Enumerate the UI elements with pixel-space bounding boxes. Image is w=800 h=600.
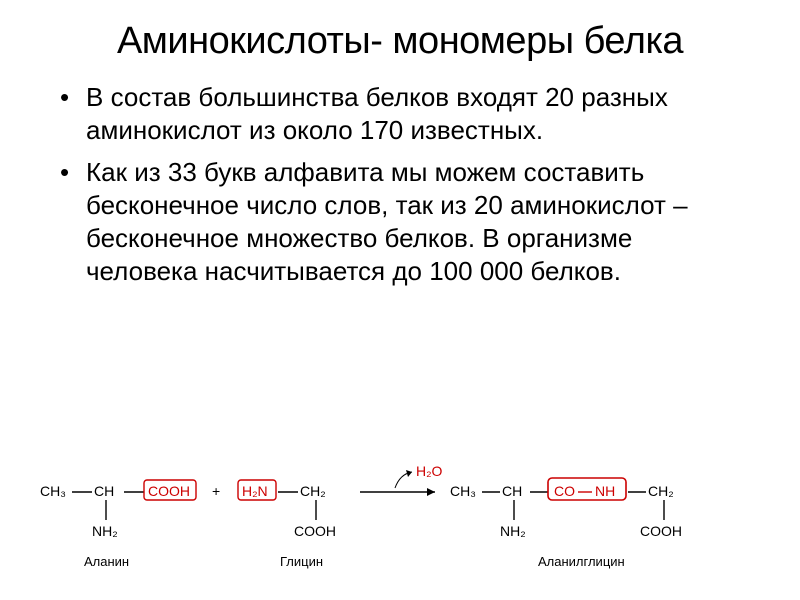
molecule-label: Аланин — [84, 554, 129, 569]
atom-ch3: CH₃ — [450, 483, 476, 499]
molecule-alanylglycine: CH₃ CH CO NH CH₂ NH₂ COOH Аланилглицин — [450, 478, 682, 569]
molecule-alanine: CH₃ CH COOH NH₂ Аланин — [40, 480, 196, 569]
atom-ch: CH — [502, 483, 522, 499]
atom-nh: NH — [595, 483, 615, 499]
atom-h2n: H₂N — [242, 483, 268, 499]
plus-sign: + — [212, 483, 220, 499]
molecule-glycine: H₂N CH₂ COOH Глицин — [238, 480, 336, 569]
atom-cooh: COOH — [640, 523, 682, 539]
atom-cooh: COOH — [294, 523, 336, 539]
water-label: H₂O — [416, 466, 443, 479]
reaction-arrow: H₂O — [360, 466, 443, 496]
chemistry-diagram: CH₃ CH COOH NH₂ Аланин + H₂N CH₂ — [40, 466, 760, 576]
bullet-item: Как из 33 букв алфавита мы можем состави… — [60, 156, 750, 289]
molecule-label: Аланилглицин — [538, 554, 625, 569]
atom-nh2: NH₂ — [92, 523, 118, 539]
bullet-list: В состав большинства белков входят 20 ра… — [40, 81, 760, 289]
atom-ch: CH — [94, 483, 114, 499]
atom-co: CO — [554, 483, 575, 499]
molecule-label: Глицин — [280, 554, 323, 569]
bullet-item: В состав большинства белков входят 20 ра… — [60, 81, 750, 148]
atom-nh2: NH₂ — [500, 523, 526, 539]
atom-ch2: CH₂ — [648, 483, 674, 499]
atom-ch3: CH₃ — [40, 483, 66, 499]
page-title: Аминокислоты- мономеры белка — [40, 20, 760, 63]
atom-ch2: CH₂ — [300, 483, 326, 499]
atom-cooh: COOH — [148, 483, 190, 499]
